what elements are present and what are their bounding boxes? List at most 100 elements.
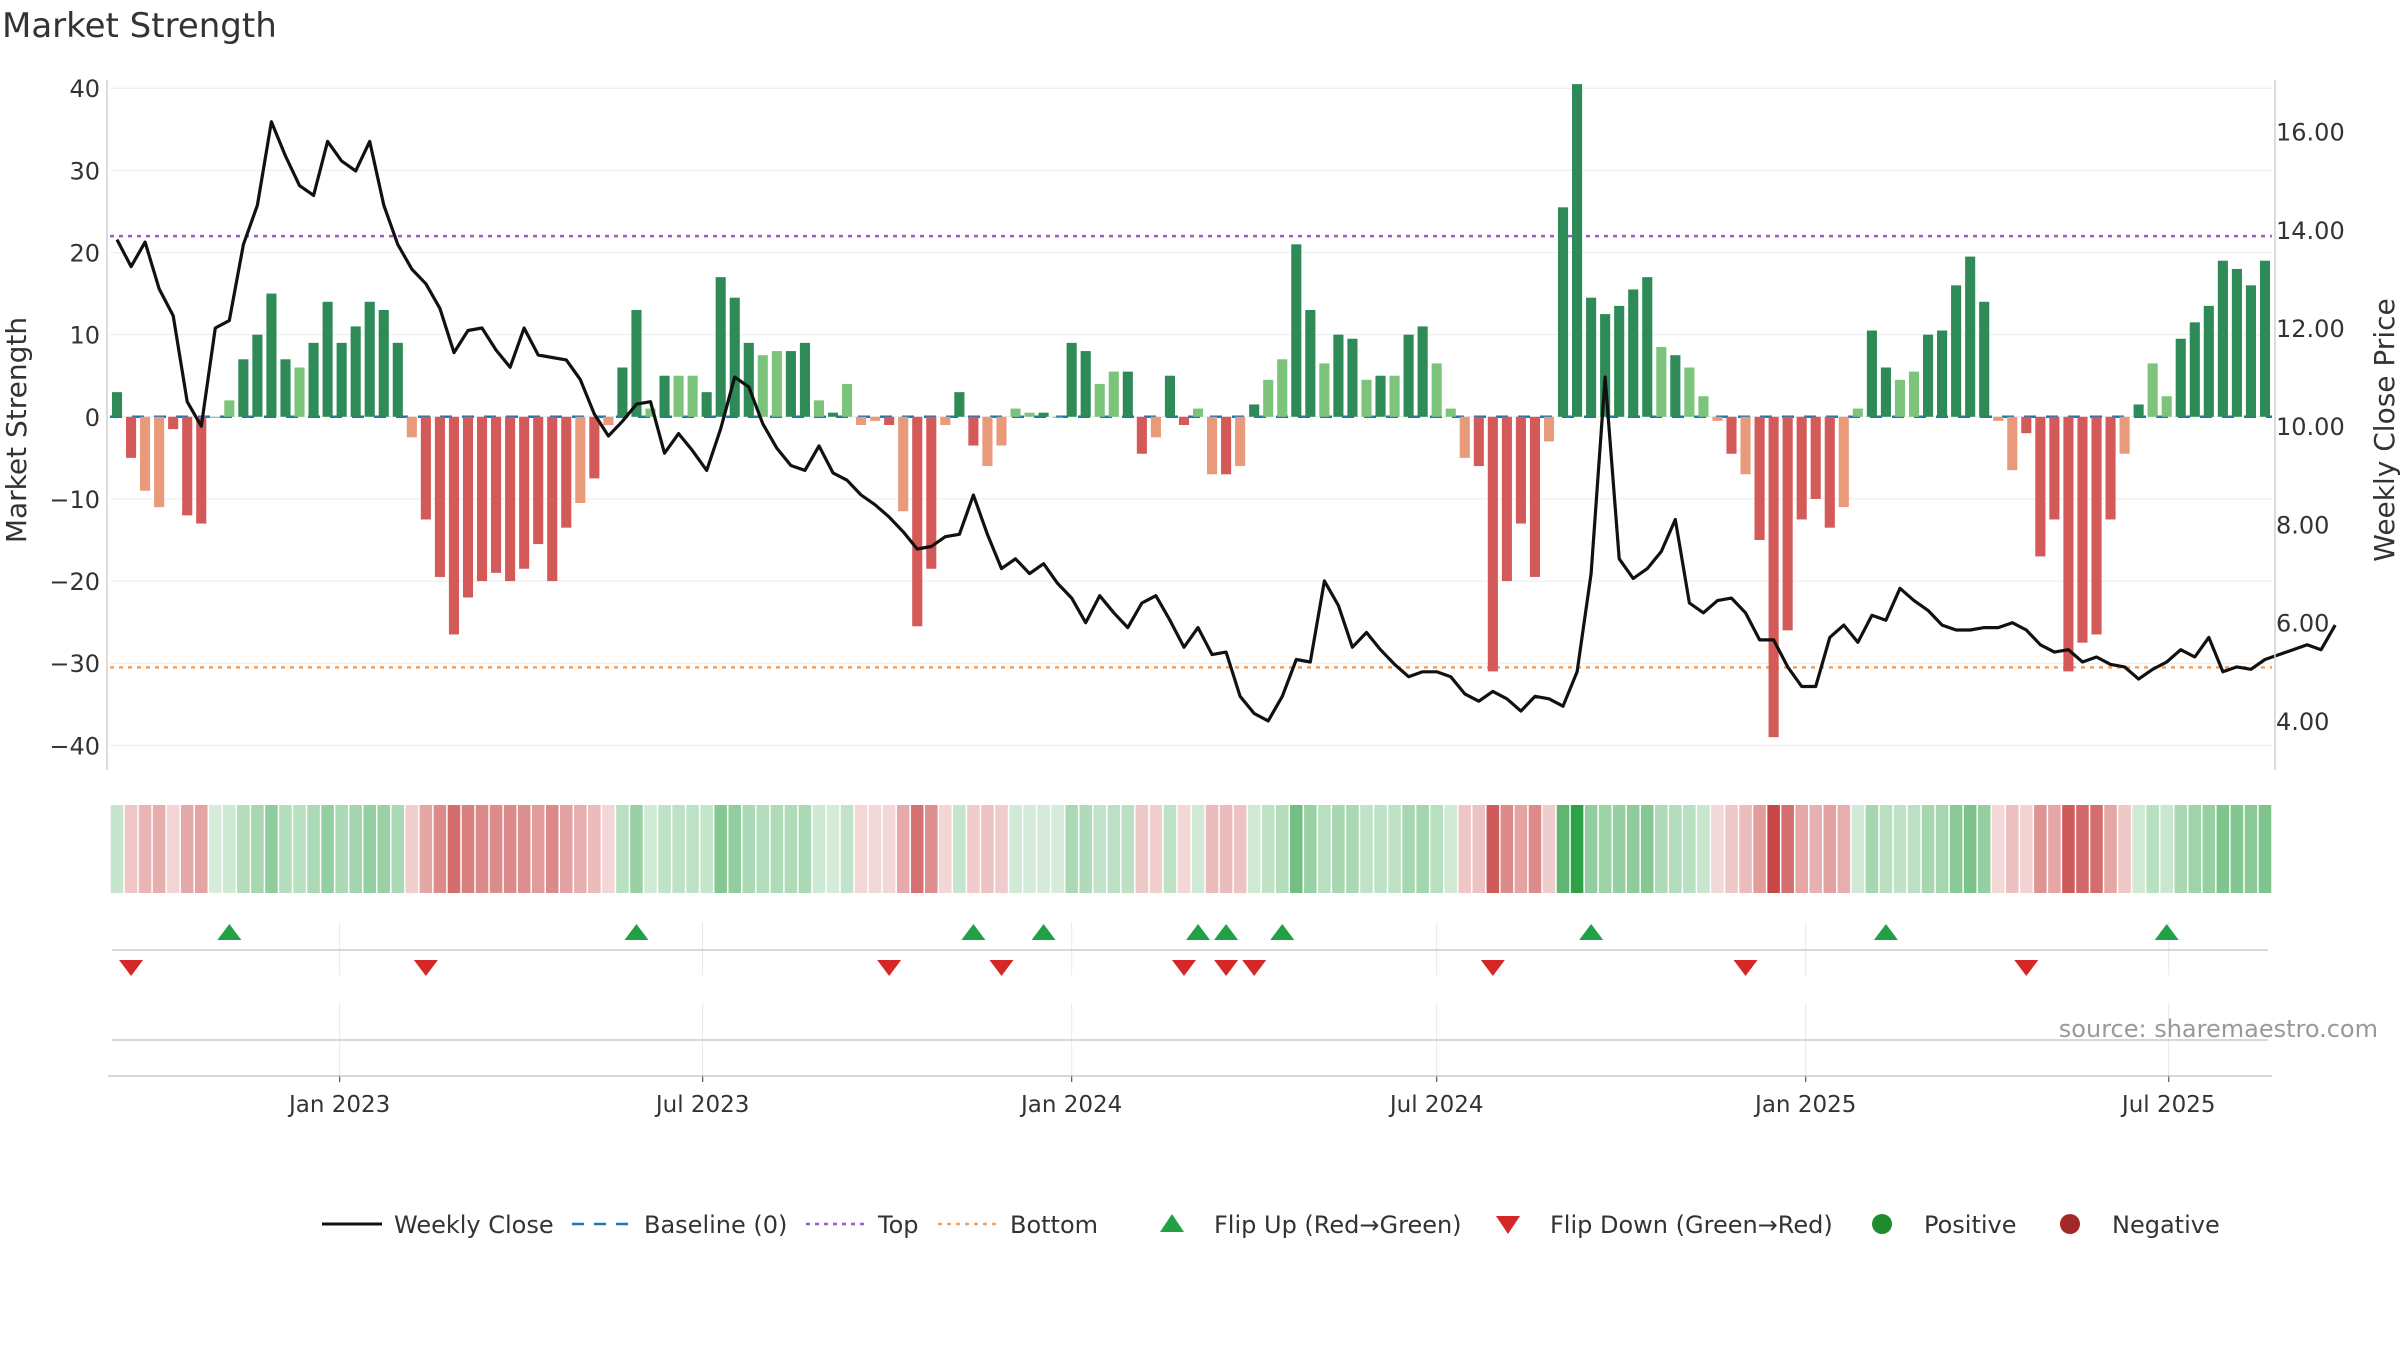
y2-tick-label: 14.00 xyxy=(2276,217,2345,245)
strength-bar xyxy=(2105,416,2116,520)
strength-bar xyxy=(182,416,193,516)
heat-cell xyxy=(981,805,994,893)
heat-cell xyxy=(868,805,882,893)
strength-bar xyxy=(1586,297,1597,417)
heat-cell xyxy=(1907,805,1921,893)
heat-cell xyxy=(1247,805,1261,893)
strength-bar xyxy=(224,400,235,417)
heat-cell xyxy=(1304,805,1317,893)
flip-down-marker xyxy=(1214,960,1239,976)
heat-cell xyxy=(798,805,812,893)
strength-bar xyxy=(2133,404,2144,417)
strength-bar xyxy=(1852,408,1863,417)
y-axis-label: Market Strength xyxy=(0,317,33,543)
heat-cell xyxy=(251,805,264,893)
strength-bar xyxy=(2203,305,2214,417)
heat-cell xyxy=(1767,805,1780,893)
strength-bar xyxy=(799,342,810,417)
heat-cell xyxy=(559,805,573,893)
strength-bar xyxy=(1572,84,1583,417)
strength-bar xyxy=(715,277,726,417)
strength-bar xyxy=(1235,416,1246,467)
y2-tick-label: 12.00 xyxy=(2276,315,2345,343)
heat-cell xyxy=(2174,805,2188,893)
strength-bar xyxy=(1108,371,1119,417)
heat-cell xyxy=(1655,805,1668,893)
heat-cell xyxy=(545,805,559,893)
heat-cell xyxy=(349,805,362,893)
strength-bar xyxy=(1291,244,1302,417)
heat-cell xyxy=(742,805,756,893)
heat-cell xyxy=(447,805,461,893)
strength-bar xyxy=(856,416,867,425)
strength-bar xyxy=(1838,416,1849,508)
strength-bar xyxy=(1951,285,1962,417)
legend-label: Negative xyxy=(2112,1211,2220,1239)
heat-cell xyxy=(672,805,685,893)
strength-bar xyxy=(2147,363,2158,417)
strength-bar xyxy=(813,400,825,417)
heat-cell xyxy=(714,805,727,893)
strength-bar xyxy=(1150,416,1161,438)
heat-cell xyxy=(1261,805,1275,893)
strength-bar xyxy=(280,359,291,417)
heat-cell xyxy=(1528,805,1542,893)
strength-bar xyxy=(645,408,656,417)
strength-bar xyxy=(406,416,417,438)
strength-bar xyxy=(252,334,263,417)
strength-bar xyxy=(870,416,881,421)
strength-bar xyxy=(1515,416,1526,524)
strength-bar xyxy=(1263,379,1274,417)
heat-cell xyxy=(1107,805,1121,893)
heat-cell xyxy=(1739,805,1752,893)
flip-down-marker xyxy=(413,960,438,976)
strength-bar xyxy=(1080,351,1091,417)
heat-cell xyxy=(1332,805,1345,893)
flip-up-marker xyxy=(217,924,242,940)
strength-bar xyxy=(1937,330,1948,417)
weekly-close-line xyxy=(115,120,2337,723)
strength-bar xyxy=(687,375,698,417)
strength-bar xyxy=(140,416,151,491)
heat-cell xyxy=(1500,805,1514,893)
heat-cell xyxy=(1991,805,2005,893)
legend-label: Positive xyxy=(1924,1211,2017,1239)
heat-cell xyxy=(475,805,489,893)
heat-cell xyxy=(2090,805,2103,893)
y-tick-label: 30 xyxy=(69,157,100,185)
strength-bar xyxy=(2259,260,2271,417)
strength-bar xyxy=(1656,346,1667,417)
strength-bar xyxy=(2161,396,2172,417)
strength-bar xyxy=(561,416,572,528)
strength-bar xyxy=(1403,334,1414,417)
strength-bar xyxy=(1122,371,1133,417)
strength-bar xyxy=(1908,371,1920,417)
flip-down-marker xyxy=(1242,960,1267,976)
strength-bar xyxy=(210,416,221,418)
heat-cell xyxy=(194,805,208,893)
strength-bar xyxy=(1866,330,1877,417)
heat-cell xyxy=(2104,805,2117,893)
strength-bar xyxy=(1824,416,1835,528)
heat-cell xyxy=(882,805,896,893)
heat-cell xyxy=(2062,805,2075,893)
heat-cell xyxy=(1795,805,1808,893)
heat-cell xyxy=(1514,805,1528,893)
strength-bar xyxy=(1024,412,1035,417)
strength-bar xyxy=(2189,322,2200,417)
flip-up-marker xyxy=(1031,924,1056,940)
heat-cell xyxy=(1149,805,1163,893)
heat-cell xyxy=(1163,805,1177,893)
heat-cell xyxy=(2118,805,2131,893)
strength-bar xyxy=(533,416,544,545)
strength-bar xyxy=(448,416,460,635)
heat-cell xyxy=(1977,805,1991,893)
heat-cell xyxy=(616,805,629,893)
strength-bar xyxy=(1768,416,1779,738)
strength-bar xyxy=(1038,412,1049,417)
heat-cell xyxy=(377,805,391,893)
heat-cell xyxy=(1963,805,1977,893)
flip-down-marker xyxy=(2014,960,2039,976)
heat-cell xyxy=(1079,805,1092,893)
strength-bar xyxy=(1726,416,1737,454)
